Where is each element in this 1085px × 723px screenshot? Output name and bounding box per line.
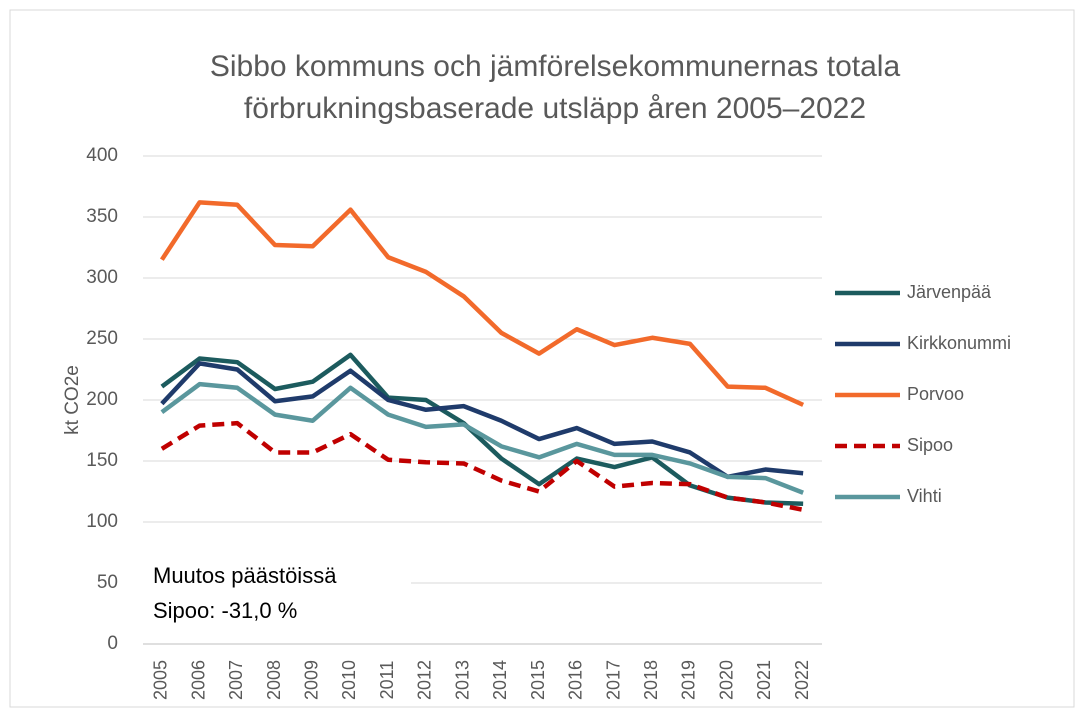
- x-tick-label: 2017: [603, 660, 623, 700]
- x-tick-label: 2008: [264, 660, 284, 700]
- legend-label: Sipoo: [907, 435, 953, 455]
- chart-title: Sibbo kommuns och jämförelsekommunernas …: [210, 50, 901, 83]
- y-tick-label: 300: [86, 267, 118, 288]
- x-tick-label: 2014: [490, 660, 510, 700]
- annotation-box: [143, 558, 411, 630]
- annotation: Muutos päästöissä: [153, 563, 337, 588]
- y-tick-label: 200: [86, 389, 118, 410]
- x-tick-label: 2019: [679, 660, 699, 700]
- y-tick-label: 150: [86, 450, 118, 471]
- series-line: [160, 420, 804, 513]
- y-tick-label: 50: [97, 572, 118, 593]
- x-tick-label: 2011: [377, 661, 397, 700]
- series-line: [160, 352, 804, 506]
- legend-label: Järvenpää: [907, 282, 992, 302]
- x-tick-label: 2022: [792, 660, 812, 700]
- y-tick-label: 250: [86, 328, 118, 349]
- legend-label: Vihti: [907, 486, 942, 506]
- series-line: [160, 361, 804, 480]
- x-tick-label: 2012: [415, 660, 435, 700]
- legend-label: Kirkkonummi: [907, 333, 1011, 353]
- x-tick-label: 2006: [188, 660, 208, 700]
- y-tick-label: 350: [86, 206, 118, 227]
- y-axis-label: kt CO2e: [62, 365, 83, 435]
- x-tick-label: 2015: [528, 660, 548, 700]
- legend-label: Porvoo: [907, 384, 964, 404]
- chart-title: förbrukningsbaserade utsläpp åren 2005–2…: [244, 92, 866, 125]
- x-tick-label: 2021: [754, 660, 774, 700]
- x-tick-label: 2007: [226, 660, 246, 700]
- y-tick-label: 100: [86, 511, 118, 532]
- series-line: [160, 381, 804, 495]
- annotation: Sipoo: -31,0 %: [153, 598, 297, 623]
- y-tick-label: 0: [107, 633, 118, 654]
- x-tick-label: 2010: [339, 660, 359, 700]
- x-tick-label: 2016: [566, 660, 586, 700]
- y-tick-label: 400: [86, 145, 118, 166]
- x-tick-label: 2005: [151, 660, 171, 700]
- x-tick-label: 2013: [452, 660, 472, 700]
- x-tick-label: 2018: [641, 660, 661, 700]
- x-tick-label: 2020: [716, 660, 736, 700]
- x-tick-label: 2009: [302, 660, 322, 700]
- series-line: [159, 200, 805, 407]
